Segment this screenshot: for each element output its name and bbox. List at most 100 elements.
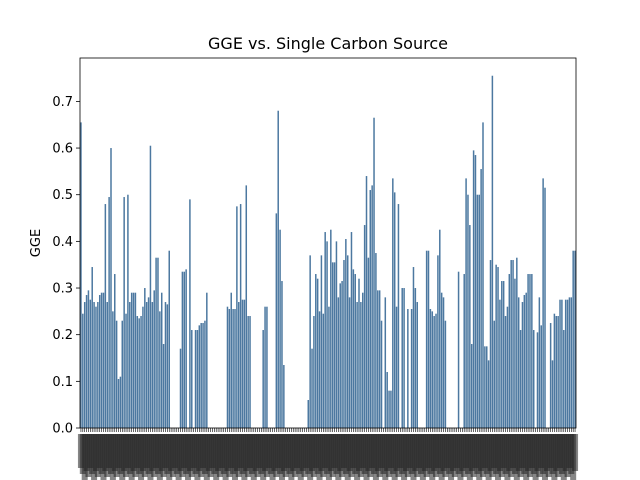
bar xyxy=(91,267,93,428)
bar xyxy=(241,299,244,428)
bar xyxy=(360,302,362,428)
bar xyxy=(487,360,490,428)
y-tick-label: 0.2 xyxy=(52,328,73,343)
bar xyxy=(564,299,567,428)
bar xyxy=(243,299,246,428)
bar xyxy=(514,278,516,428)
bar xyxy=(283,365,285,428)
bar xyxy=(316,278,319,428)
bar xyxy=(134,292,137,428)
bar xyxy=(189,199,191,428)
bar xyxy=(232,309,234,428)
bar xyxy=(164,302,167,428)
bar xyxy=(508,274,511,428)
bar xyxy=(281,281,283,428)
bar xyxy=(527,274,529,428)
bar xyxy=(476,194,479,428)
bar xyxy=(354,274,356,428)
bar xyxy=(386,372,388,428)
bar xyxy=(525,292,527,428)
x-tick-label xyxy=(572,434,579,471)
bar xyxy=(532,330,535,428)
plot-frame xyxy=(79,57,577,429)
bar xyxy=(437,255,439,428)
bar xyxy=(469,225,471,428)
bar xyxy=(239,204,242,428)
bar xyxy=(266,306,268,428)
bar xyxy=(380,320,383,428)
bar xyxy=(427,250,430,428)
bar xyxy=(407,309,409,428)
bar xyxy=(85,295,88,428)
bar xyxy=(472,150,475,428)
bar xyxy=(358,278,360,428)
bar xyxy=(435,313,437,428)
bar xyxy=(185,269,187,428)
bar xyxy=(328,306,330,428)
bar xyxy=(155,257,157,428)
bar xyxy=(206,292,208,428)
bar xyxy=(463,274,465,428)
bar xyxy=(523,295,526,428)
bar xyxy=(226,306,229,428)
bar xyxy=(555,316,558,428)
bar xyxy=(330,229,332,428)
bar xyxy=(309,255,311,428)
bar xyxy=(563,330,565,428)
bar xyxy=(519,330,522,428)
bar xyxy=(529,274,531,428)
bar xyxy=(160,292,163,428)
bar xyxy=(333,262,336,428)
bar xyxy=(553,313,556,428)
bar xyxy=(557,316,559,428)
bar xyxy=(311,348,313,428)
bar xyxy=(159,311,161,428)
bar xyxy=(145,302,148,428)
bar xyxy=(365,176,368,428)
bar xyxy=(82,313,84,428)
bar xyxy=(517,297,520,428)
bar xyxy=(440,292,443,428)
bar xyxy=(318,311,321,428)
bar xyxy=(346,255,349,428)
x-axis xyxy=(77,428,579,480)
bar xyxy=(324,232,326,428)
bar xyxy=(108,197,110,428)
bar xyxy=(335,241,338,428)
bar xyxy=(416,302,418,428)
bar xyxy=(275,213,278,428)
bar xyxy=(478,194,480,428)
bar xyxy=(465,178,467,428)
bar xyxy=(572,250,574,428)
bars-group xyxy=(80,75,576,429)
bar xyxy=(345,239,347,428)
bar xyxy=(313,316,315,428)
bar xyxy=(115,320,118,428)
bar xyxy=(130,292,133,428)
bar xyxy=(377,290,379,428)
bar xyxy=(551,360,554,428)
bar xyxy=(470,344,473,428)
bar xyxy=(320,255,323,428)
bar xyxy=(326,241,328,428)
chart-title: GGE vs. Single Carbon Source xyxy=(208,34,448,53)
bar xyxy=(486,346,488,428)
bar xyxy=(457,271,460,428)
bar xyxy=(388,390,390,428)
bar xyxy=(247,316,249,428)
bar xyxy=(315,274,317,428)
bar xyxy=(493,320,496,428)
bar xyxy=(106,302,108,428)
bar xyxy=(277,110,279,428)
bar xyxy=(149,145,152,428)
bar xyxy=(390,390,392,428)
bar xyxy=(484,346,486,428)
bar xyxy=(566,299,569,428)
bar xyxy=(431,311,434,428)
bar xyxy=(574,250,576,428)
bar xyxy=(147,297,150,428)
bar xyxy=(392,178,394,428)
bar xyxy=(129,302,131,428)
bar xyxy=(183,271,186,428)
